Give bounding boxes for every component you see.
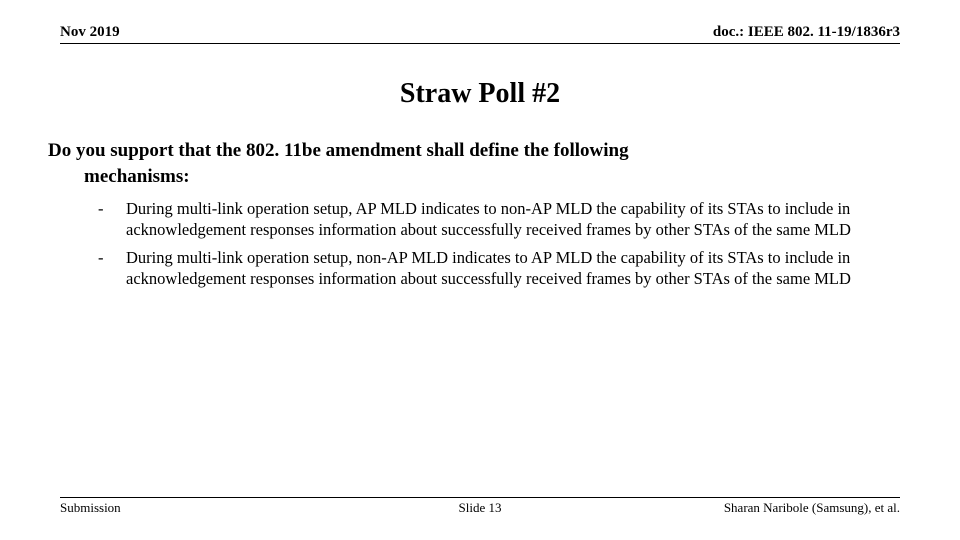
slide-header: Nov 2019 doc.: IEEE 802. 11-19/1836r3	[60, 24, 900, 44]
bullet-marker: -	[98, 247, 104, 268]
bullet-marker: -	[98, 198, 104, 219]
header-date: Nov 2019	[60, 24, 120, 41]
footer-right: Sharan Naribole (Samsung), et al.	[724, 500, 900, 516]
slide-title: Straw Poll #2	[0, 78, 960, 110]
footer-left: Submission	[60, 500, 121, 516]
list-item: - During multi-link operation setup, AP …	[98, 198, 912, 241]
bullet-list: - During multi-link operation setup, AP …	[98, 198, 912, 296]
header-doc: doc.: IEEE 802. 11-19/1836r3	[713, 24, 900, 41]
list-item: - During multi-link operation setup, non…	[98, 247, 912, 290]
question-line-2: mechanisms:	[48, 164, 912, 190]
poll-question: Do you support that the 802. 11be amendm…	[48, 138, 912, 189]
question-line-1: Do you support that the 802. 11be amendm…	[48, 140, 629, 161]
slide-footer: Submission Slide 13 Sharan Naribole (Sam…	[60, 497, 900, 516]
footer-center: Slide 13	[459, 500, 502, 516]
bullet-text: During multi-link operation setup, AP ML…	[126, 199, 851, 239]
bullet-text: During multi-link operation setup, non-A…	[126, 248, 851, 288]
